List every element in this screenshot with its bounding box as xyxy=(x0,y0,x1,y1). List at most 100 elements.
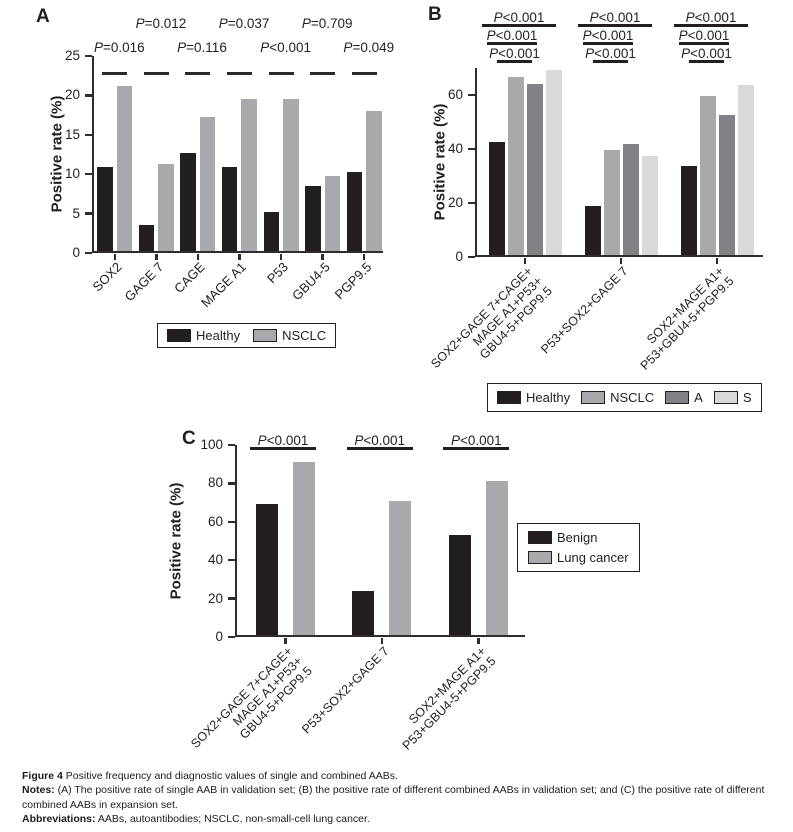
p-italic: P xyxy=(218,16,228,31)
p-value-label: P<0.001 xyxy=(450,433,502,448)
x-axis-tick xyxy=(380,637,384,644)
significance-dash xyxy=(310,71,336,76)
legend-swatch-healthy xyxy=(167,329,191,342)
bar-lung-cancer xyxy=(389,500,412,635)
legend-label: Lung cancer xyxy=(557,550,629,565)
bar-healthy xyxy=(305,185,321,251)
bar-healthy xyxy=(221,166,238,251)
bar-group-7: PGP9.5 P=0.049 xyxy=(331,40,394,302)
p-value-label: P<0.001 xyxy=(354,433,405,448)
p-value-underline xyxy=(578,24,652,27)
y-axis-tick xyxy=(467,201,475,205)
legend-label: NSCLC xyxy=(610,390,655,405)
x-category-label: GBU4-5 xyxy=(288,259,333,304)
legend-item-healthy: Healthy xyxy=(497,390,570,405)
panel-b-label: B xyxy=(428,4,442,25)
p-italic: P xyxy=(301,16,311,31)
bar-lung-cancer xyxy=(486,481,509,635)
p-value-label: P<0.001 xyxy=(493,10,545,25)
x-axis-tick xyxy=(196,253,200,260)
bar-nsclc xyxy=(241,98,257,251)
x-axis-tick xyxy=(619,257,623,264)
y-axis-tick xyxy=(227,597,235,600)
x-category-label: SOX2 xyxy=(89,259,125,295)
bar-s xyxy=(737,84,754,255)
x-axis-tick xyxy=(477,637,480,644)
bar-group-3: CAGE P=0.116 xyxy=(171,40,227,296)
panel-c-label: C xyxy=(182,428,196,449)
p-italic: P xyxy=(489,46,499,61)
x-category-label: SOX2+GAGE 7+CAGE+ MAGE A1+P53+ GBU4-5+PG… xyxy=(427,264,555,371)
bar-group-5: P53 P<0.001 xyxy=(260,40,311,286)
bar-nsclc xyxy=(507,76,524,255)
x-category-label: GAGE 7 xyxy=(121,259,167,305)
y-tick-label: 0 xyxy=(215,629,223,644)
y-axis-tick xyxy=(84,133,92,137)
caption-notes-label: Notes: xyxy=(22,784,55,797)
y-tick-label: 60 xyxy=(447,87,463,102)
x-category-label: PGP9.5 xyxy=(331,259,375,303)
bar-group-1: SOX2 P=0.016 xyxy=(90,40,145,294)
p-value-underline xyxy=(443,447,510,450)
p-italic: P xyxy=(260,40,270,55)
legend-swatch-nsclc xyxy=(253,329,278,342)
bar-group-2: P53+SOX2+GAGE 7 P<0.001 xyxy=(299,433,431,736)
legend-swatch-healthy xyxy=(497,391,521,404)
p-value-row: P<0.001 xyxy=(669,46,765,63)
p-italic: P xyxy=(177,40,187,55)
bar-a xyxy=(526,83,543,255)
bar-nsclc xyxy=(199,117,216,251)
x-category-label: P53+SOX2+GAGE 7 xyxy=(299,644,392,737)
bar-lung-cancer xyxy=(292,462,315,635)
p-value-row: P<0.001 xyxy=(334,433,431,450)
bar-nsclc xyxy=(603,149,620,255)
significance-dash xyxy=(143,71,169,76)
panel-c-legend: Benign Lung cancer xyxy=(517,523,640,572)
bar-s xyxy=(545,70,562,255)
p-value-underline xyxy=(482,24,556,27)
panel-a: A Positive rate (%) Healthy NSCLC 0 5 10 15 2… xyxy=(30,4,410,366)
x-category-label: SOX2+GAGE 7+CAGE+ MAGE A1+P53+ GBU4-5+PG… xyxy=(188,644,316,751)
p-value-label: P=0.049 xyxy=(343,40,395,55)
p-value-row: P<0.001 xyxy=(237,433,334,450)
x-category-label: MAGE A1 xyxy=(198,259,250,311)
y-axis-tick xyxy=(227,558,235,562)
p-italic: P xyxy=(681,46,691,61)
panel-c: C Positive rate (%) Benign Lung cancer 0 2… xyxy=(150,425,680,775)
y-axis-tick xyxy=(84,212,92,215)
y-axis-tick xyxy=(227,482,235,485)
y-tick-label: 25 xyxy=(64,48,80,63)
p-italic: P xyxy=(589,10,599,25)
bar-a xyxy=(718,114,735,255)
significance-dash xyxy=(268,71,294,76)
bar-healthy xyxy=(97,166,113,251)
p-value-underline xyxy=(250,447,316,450)
p-italic: P xyxy=(343,40,353,55)
x-axis-tick xyxy=(715,257,719,264)
x-category-label: SOX2+MAGE A1+ P53+GBU4-5+PGP9.5 xyxy=(399,644,499,753)
y-tick-label: 60 xyxy=(207,513,223,529)
bar-nsclc xyxy=(158,164,174,251)
significance-dash xyxy=(226,71,252,76)
y-tick-label: 5 xyxy=(72,205,80,221)
y-axis-tick xyxy=(84,251,92,255)
significance-dash xyxy=(185,71,211,76)
p-value-label: P<0.001 xyxy=(257,433,309,448)
p-value-underline xyxy=(346,447,413,450)
p-value-row: P<0.001 xyxy=(669,10,765,27)
bar-nsclc xyxy=(699,95,716,255)
significance-dash xyxy=(351,71,377,76)
legend-swatch-nsclc xyxy=(581,391,606,404)
bar-healthy xyxy=(180,153,196,251)
legend-swatch-lung-cancer xyxy=(528,551,552,564)
p-value-row: P<0.001 xyxy=(477,46,573,63)
p-value-label: P=0.116 xyxy=(177,40,227,55)
legend-label: Healthy xyxy=(196,328,241,343)
y-axis-tick xyxy=(227,635,235,639)
x-axis-tick xyxy=(279,253,283,260)
bar-group-6: GBU4-5 P=0.709 xyxy=(289,16,353,303)
p-value-label: P<0.001 xyxy=(582,28,634,43)
y-axis-tick xyxy=(227,520,235,524)
p-value-underline xyxy=(679,42,729,45)
p-italic: P xyxy=(94,40,104,55)
